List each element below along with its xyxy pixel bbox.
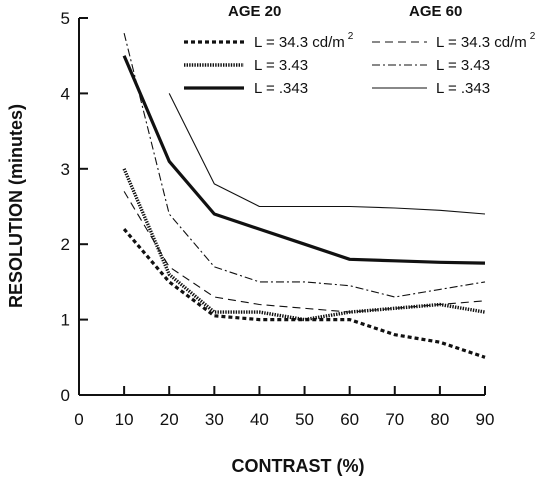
y-tick-label: 3 [61,160,70,179]
axes-group [78,18,485,396]
series-group [122,32,486,359]
legend-label: L = .343 [254,80,308,97]
legend-label: L = 34.3 cd/m 2 [436,31,536,51]
x-tick-label: 90 [476,410,495,429]
legend-group-title-age20: AGE 20 [228,3,281,20]
x-tick-label: 40 [250,410,269,429]
series-line-age60-5 [168,93,486,215]
legend-unit: cd/m [494,34,527,51]
series-line-age60-4 [123,32,486,298]
x-tick-label: 0 [74,410,83,429]
x-tick-label: 30 [205,410,224,429]
legend: AGE 20 AGE 60 L = 34.3 cd/m 2L = 3.43L = … [184,3,536,97]
legend-entries: L = 34.3 cd/m 2 L = 3.43 L = .343 L = 34.3 c… [184,31,536,97]
x-tick-label: 70 [385,410,404,429]
legend-unit-exponent: 2 [530,31,536,42]
legend-group-title-age60: AGE 60 [409,3,462,20]
x-tick-label: 20 [160,410,179,429]
y-tick-label: 4 [61,84,70,103]
x-tick-label: 60 [340,410,359,429]
y-tick-label: 1 [61,311,70,330]
y-tick-label: 0 [61,386,70,405]
legend-unit: cd/m [312,34,345,51]
x-tick-label: 10 [115,410,134,429]
legend-label: L = 34.3 cd/m 2 [254,31,354,51]
legend-unit-exponent: 2 [348,31,354,42]
x-axis-title: CONTRAST (%) [232,456,365,476]
legend-label: L = 3.43 [254,57,308,74]
x-tick-label: 80 [430,410,449,429]
y-tick-label: 2 [61,235,70,254]
y-axis-title: RESOLUTION (minutes) [6,104,26,308]
legend-label: L = 3.43 [436,57,490,74]
y-tick-label: 5 [61,9,70,28]
legend-label: L = .343 [436,80,490,97]
x-tick-label: 50 [295,410,314,429]
series-line-age20-2 [122,55,486,265]
series-line-age20-0 [122,228,486,359]
series-line-age60-3 [123,191,486,313]
